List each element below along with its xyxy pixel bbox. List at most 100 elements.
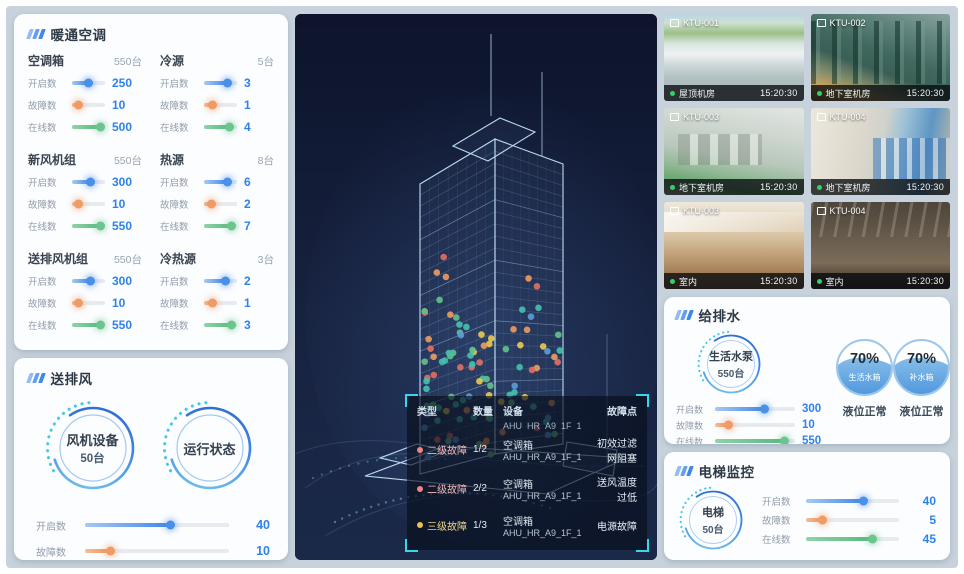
camera-tile[interactable]: KTU-004 室内 15:20:30 [810, 202, 950, 289]
fan-equipment-gauge: 风机设备 50台 [41, 396, 145, 500]
camera-status-bar: 室内 15:20:30 [810, 273, 950, 289]
fault-row[interactable]: 二级故障 1/2 空调箱 AHU_HR_A9_1F_1 初效过滤网阻塞 [417, 430, 637, 469]
group-header: 冷源 5台 [160, 52, 274, 69]
stat-bar-open: 开启数 250 [28, 72, 142, 94]
group-name: 冷源 [160, 54, 185, 68]
fault-point: 送风温度过低 [597, 477, 637, 504]
camera-tile[interactable]: KTU-002 地下室机房 15:20:30 [810, 14, 950, 101]
stat-bar-fault: 故障数 10 [28, 94, 142, 116]
col-type: 类型 [417, 407, 437, 418]
bar-value: 4 [244, 120, 251, 134]
bar-label: 在线数 [28, 123, 57, 134]
bar-value: 7 [244, 219, 251, 233]
bar-value: 550 [112, 219, 133, 233]
group-count: 5台 [257, 56, 274, 68]
bar-track [72, 125, 105, 129]
bar-track [72, 202, 105, 206]
panel-header-icon [674, 310, 694, 320]
severity-dot [417, 446, 423, 453]
camera-id: KTU-004 [816, 112, 866, 122]
camera-tile[interactable]: KTU-004 地下室机房 15:20:30 [810, 108, 950, 195]
bar-fill [204, 125, 231, 129]
bar-value: 550 [802, 435, 822, 444]
fault-count: 1/2 [473, 444, 487, 455]
bar-value: 40 [922, 494, 936, 508]
live-dot [670, 184, 675, 190]
bar-value: 550 [112, 318, 133, 332]
hvac-group: 空调箱 550台 开启数 250 故障数 10 [28, 52, 142, 138]
tank-level-gauge: 70% 生活水箱 [836, 339, 893, 396]
stat-bar: 在线数 550 [676, 433, 828, 444]
bar-value: 1 [244, 98, 251, 112]
camera-id: KTU-001 [670, 18, 719, 28]
bracket-corner [636, 394, 649, 407]
bar-label: 故障数 [676, 420, 704, 431]
panel-title: 电梯监控 [698, 465, 755, 480]
stat-bar-open: 开启数 300 [28, 171, 142, 193]
elevator-bars: 开启数 40 故障数 5 在线数 [762, 492, 938, 549]
camera-id: KTU-003 [670, 206, 719, 216]
fault-row[interactable]: 三级故障 1/3 空调箱 AHU_HR_A9_1F_1 电源故障 [417, 508, 637, 542]
camera-timestamp: 15:20:30 [760, 182, 798, 192]
group-header: 冷热源 3台 [160, 250, 274, 267]
bar-label: 故障数 [28, 299, 57, 310]
panel-elevator: 电梯监控 电梯 50台 开启数 40 [664, 452, 950, 560]
camera-tile[interactable]: KTU-001 屋顶机房 15:20:30 [664, 14, 804, 101]
tank-name: 补水箱 [909, 373, 934, 382]
bar-track [204, 180, 237, 184]
fault-row[interactable]: 二级故障 2/2 空调箱 AHU_HR_A9_1F_1 送风温度过低 [417, 469, 637, 508]
camera-tile[interactable]: KTU-003 地下室机房 15:20:30 [664, 108, 804, 195]
bar-label: 开启数 [36, 521, 66, 533]
scrolling-partial-row: AHU_HR_A9_1F_1 [503, 421, 582, 430]
bar-label: 故障数 [160, 101, 189, 112]
panel-fans: 送排风 风机设备 50台 运行状态 [14, 358, 288, 560]
fault-point: 初效过滤网阻塞 [597, 438, 637, 465]
panel-hvac: 暖通空调 空调箱 550台 开启数 250 [14, 14, 288, 350]
bar-track [72, 301, 105, 305]
group-name: 热源 [160, 153, 185, 167]
camera-status-bar: 室内 15:20:30 [664, 273, 804, 289]
fault-level: 三级故障 [417, 518, 473, 533]
panel-header-icon [26, 29, 46, 39]
bar-label: 故障数 [160, 299, 189, 310]
group-count: 550台 [113, 56, 142, 68]
fault-table: 类型 数量 设备 故障点 AHU_HR_A9_1F_1 二级故障 1/2 [405, 394, 649, 552]
camera-timestamp: 15:20:30 [760, 276, 798, 286]
bar-value: 3 [244, 318, 251, 332]
bar-value: 250 [112, 76, 133, 90]
stat-bar: 开启数 40 [762, 492, 936, 511]
bar-label: 故障数 [160, 200, 189, 211]
panel-header-icon [674, 466, 694, 476]
camera-timestamp: 15:20:30 [906, 276, 944, 286]
bar-value: 10 [256, 544, 270, 558]
camera-status-bar: 屋顶机房 15:20:30 [664, 85, 804, 101]
bar-track [204, 279, 237, 283]
camera-timestamp: 15:20:30 [906, 182, 944, 192]
stat-bar-online: 在线数 4 [160, 116, 274, 138]
stat-bar: 故障数 5 [762, 511, 936, 530]
group-count: 550台 [113, 155, 142, 167]
bracket-corner [405, 394, 418, 407]
bar-fill [715, 407, 765, 411]
tank-level-gauge: 70% 补水箱 [893, 339, 950, 396]
bar-label: 开启数 [762, 497, 791, 508]
camera-status-bar: 地下室机房 15:20:30 [664, 179, 804, 195]
stat-bar-online: 在线数 3 [160, 314, 274, 336]
bar-label: 开启数 [160, 277, 189, 288]
fault-table-header: 类型 数量 设备 故障点 [417, 402, 637, 420]
fault-count: 2/2 [473, 483, 487, 494]
bar-value: 300 [112, 175, 133, 189]
bar-value: 2 [244, 274, 251, 288]
stat-bar-online: 在线数 7 [160, 215, 274, 237]
stat-bar: 开启数 300 [676, 401, 828, 417]
bar-value: 1 [244, 296, 251, 310]
water-bars: 开启数 300 故障数 10 在 [676, 401, 828, 444]
group-count: 550台 [113, 254, 142, 266]
bar-label: 故障数 [36, 547, 66, 559]
hvac-group: 送排风机组 550台 开启数 300 故障数 10 [28, 250, 142, 336]
group-name: 空调箱 [28, 54, 65, 68]
stat-bar: 故障数 10 [676, 417, 828, 433]
bar-value: 300 [802, 403, 822, 415]
hvac-group: 新风机组 550台 开启数 300 故障数 10 [28, 151, 142, 237]
camera-tile[interactable]: KTU-003 室内 15:20:30 [664, 202, 804, 289]
